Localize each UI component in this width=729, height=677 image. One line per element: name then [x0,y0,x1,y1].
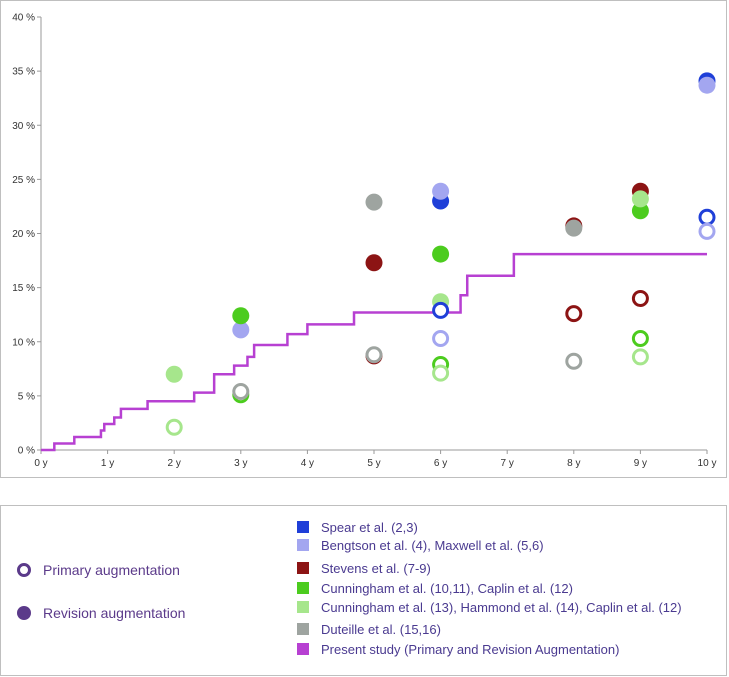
legend-source-bengtson: Bengtson et al. (4), Maxwell et al. (5,6… [297,536,544,554]
primary-point [698,208,716,226]
legend-swatch [297,601,309,613]
primary-point [565,352,583,370]
chart-plot: 0 % 5 % 10 % 15 % 20 % 25 % 30 % 35 % 40 % 0 y 1 y… [12,13,717,470]
legend-swatch [297,643,309,655]
y-tick-label: 40 % [12,13,35,24]
legend-source-label: Cunningham et al. (13), Hammond et al. (… [321,599,682,615]
legend-source-spear: Spear et al. (2,3) [297,518,418,536]
filled-circle-icon [17,606,31,620]
y-tick-label: 25 % [12,175,35,186]
primary-point [165,418,183,436]
x-tick-label: 6 y [434,458,447,469]
primary-point [631,348,649,366]
x-tick-label: 7 y [501,458,514,469]
y-tick-label: 35 % [12,67,35,78]
primary-point [631,330,649,348]
x-tick-label: 2 y [168,458,181,469]
revision-point [631,190,649,208]
primary-point [565,305,583,323]
legend-present-study: Present study (Primary and Revision Augm… [297,640,619,658]
legend-swatch [297,539,309,551]
legend-swatch [297,623,309,635]
y-tick-label: 15 % [12,283,35,294]
revision-point [631,202,649,220]
primary-point [631,289,649,307]
legend-source-label: Cunningham et al. (10,11), Caplin et al.… [321,580,573,596]
legend-source-label: Spear et al. (2,3) [321,519,418,535]
legend-source-stevens: Stevens et al. (7-9) [297,559,431,577]
revision-point [365,254,383,272]
revision-point [165,365,183,383]
primary-point [432,364,450,382]
x-tick-label: 4 y [301,458,314,469]
primary-point [698,222,716,240]
x-tick-label: 5 y [367,458,380,469]
legend-primary-label: Primary augmentation [43,562,180,578]
hollow-circle-icon [17,563,31,577]
legend-source-label: Bengtson et al. (4), Maxwell et al. (5,6… [321,537,544,553]
legend-revision-label: Revision augmentation [43,605,186,621]
primary-point [432,330,450,348]
revision-point [565,219,583,237]
primary-point [365,346,383,364]
legend-source-cunningham-10: Cunningham et al. (10,11), Caplin et al.… [297,579,573,597]
legend-swatch [297,562,309,574]
x-tick-label: 10 y [698,458,717,469]
x-tick-label: 9 y [634,458,647,469]
y-tick-label: 20 % [12,229,35,240]
x-tick-label: 0 y [34,458,47,469]
legend-source-label: Stevens et al. (7-9) [321,560,431,576]
y-tick-label: 0 % [18,446,35,457]
chart-area: 0 % 5 % 10 % 15 % 20 % 25 % 30 % 35 % 40 % 0 y 1 y… [0,0,727,478]
revision-point [232,321,250,339]
legend-swatch [297,521,309,533]
legend-source-cunningham-13: Cunningham et al. (13), Hammond et al. (… [297,598,682,616]
revision-point [698,76,716,94]
legend-source-label: Duteille et al. (15,16) [321,621,441,637]
x-tick-label: 3 y [234,458,247,469]
legend-revision-augmentation: Revision augmentation [17,605,185,621]
x-tick-label: 8 y [567,458,580,469]
legend-swatch [297,582,309,594]
legend: Primary augmentation Revision augmentati… [0,505,727,676]
revision-point [232,307,250,325]
revision-point [432,245,450,263]
revision-point [432,182,450,200]
y-tick-label: 10 % [12,337,35,348]
y-tick-label: 5 % [18,391,35,402]
revision-point [365,193,383,211]
legend-present-label: Present study (Primary and Revision Augm… [321,641,620,657]
legend-source-duteille: Duteille et al. (15,16) [297,620,441,638]
y-tick-label: 30 % [12,121,35,132]
primary-point [432,301,450,319]
primary-point [232,383,250,401]
x-tick-label: 1 y [101,458,114,469]
legend-primary-augmentation: Primary augmentation [17,562,180,578]
